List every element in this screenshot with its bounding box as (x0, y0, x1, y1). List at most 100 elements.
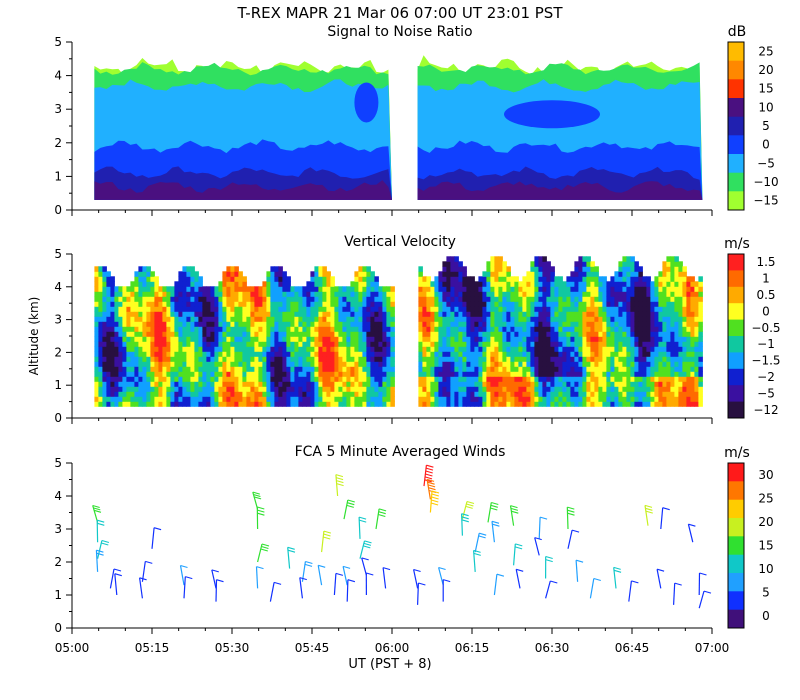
vv-cell (346, 351, 351, 357)
vv-cell (474, 301, 479, 307)
vv-cell (606, 366, 611, 372)
vv-cell (126, 381, 131, 387)
vv-cell (486, 386, 491, 392)
vv-cell (222, 286, 227, 292)
vv-cell (282, 281, 287, 287)
vv-cell (142, 296, 147, 302)
wind-barb (346, 579, 356, 602)
vv-cell (498, 336, 503, 342)
wind-barb (423, 464, 434, 487)
vv-cell (362, 286, 367, 292)
vv-cell (182, 281, 187, 287)
barb-feather (674, 582, 682, 586)
vv-cell (242, 381, 247, 387)
vv-cell (434, 301, 439, 307)
vv-cell (470, 321, 475, 327)
vv-cell (390, 321, 395, 327)
vv-cell (598, 336, 603, 342)
vv-cell (170, 331, 175, 337)
vv-cell (694, 371, 699, 377)
vv-cell (342, 381, 347, 387)
vv-cell (666, 321, 671, 327)
vv-cell (586, 286, 591, 292)
vv-cell (498, 341, 503, 347)
vv-cell (358, 311, 363, 317)
vv-cell (478, 321, 483, 327)
vv-cell (670, 391, 675, 397)
vv-cell (274, 401, 279, 407)
vv-cell (190, 311, 195, 317)
vv-cell (602, 276, 607, 282)
vv-cell (302, 371, 307, 377)
vv-cell (262, 401, 267, 407)
vv-cell (430, 311, 435, 317)
vv-cell (366, 366, 371, 372)
vv-cell (698, 366, 703, 372)
vv-cell (286, 371, 291, 377)
vv-cell (194, 366, 199, 372)
vv-cell (154, 316, 159, 322)
barb-staff (613, 567, 617, 589)
vv-cell (338, 286, 343, 292)
vv-cell (586, 291, 591, 297)
vv-cell (366, 286, 371, 292)
vv-cell (254, 301, 259, 307)
vv-cell (282, 391, 287, 397)
vv-cell (294, 286, 299, 292)
vv-cell (282, 301, 287, 307)
vv-cell (690, 291, 695, 297)
vv-cell (634, 341, 639, 347)
vv-cell (270, 301, 275, 307)
vv-cell (522, 376, 527, 382)
vv-cell (182, 271, 187, 277)
vv-cell (274, 266, 279, 272)
vv-cell (202, 286, 207, 292)
vv-cell (190, 316, 195, 322)
vv-cell (490, 336, 495, 342)
vv-cell (466, 366, 471, 372)
vv-cell (170, 396, 175, 402)
vv-cell (106, 341, 111, 347)
vv-cell (538, 281, 543, 287)
vv-cell (418, 311, 423, 317)
colorbar-swatch (728, 591, 744, 610)
vv-cell (146, 301, 151, 307)
vv-cell (306, 396, 311, 402)
vv-cell (666, 311, 671, 317)
vv-cell (202, 396, 207, 402)
vv-cell (134, 306, 139, 312)
vv-cell (654, 381, 659, 387)
vv-cell (542, 371, 547, 377)
vv-cell (634, 401, 639, 407)
vv-cell (158, 381, 163, 387)
vv-cell (338, 326, 343, 332)
vv-cell (594, 311, 599, 317)
vv-cell (298, 331, 303, 337)
vv-cell (438, 386, 443, 392)
vv-cell (378, 351, 383, 357)
vv-cell (222, 366, 227, 372)
vv-cell (530, 301, 535, 307)
vv-cell (370, 391, 375, 397)
vv-cell (110, 381, 115, 387)
vv-cell (310, 351, 315, 357)
wind-barb (95, 549, 104, 572)
vv-cell (586, 356, 591, 362)
vv-cell (510, 376, 515, 382)
vv-cell (670, 286, 675, 292)
vv-cell (694, 286, 699, 292)
vv-cell (558, 346, 563, 352)
vv-cell (446, 396, 451, 402)
vv-cell (438, 376, 443, 382)
vv-cell (306, 296, 311, 302)
vv-cell (646, 381, 651, 387)
vv-cell (502, 341, 507, 347)
vv-cell (666, 276, 671, 282)
vv-cell (94, 341, 99, 347)
vv-cell (626, 376, 631, 382)
vv-cell (598, 381, 603, 387)
vv-cell (646, 391, 651, 397)
vv-cell (654, 286, 659, 292)
vv-cell (150, 286, 155, 292)
vv-cell (546, 261, 551, 267)
